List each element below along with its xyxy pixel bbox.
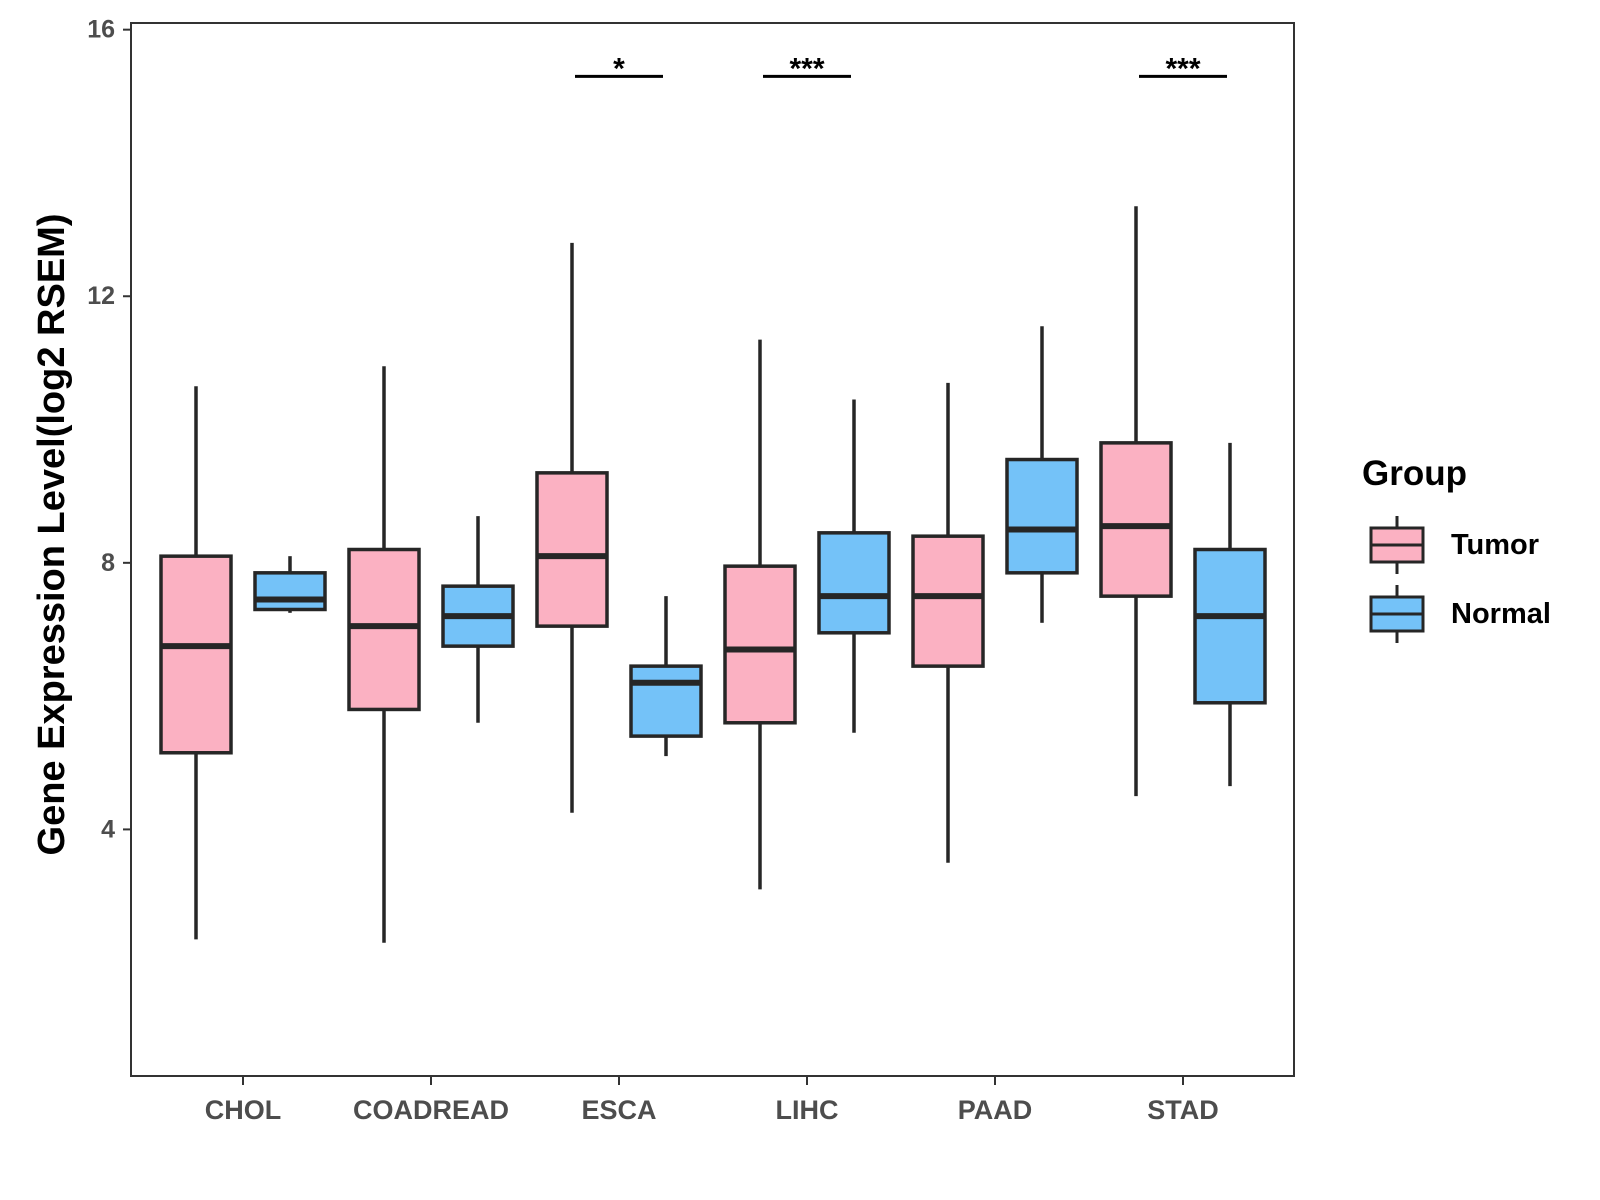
box-iqr (817, 531, 891, 635)
box-iqr (629, 664, 703, 738)
significance-lihc: *** (763, 52, 851, 85)
y-axis: 4 8 12 16 (87, 16, 131, 843)
x-tick-label: CHOL (205, 1095, 282, 1125)
legend-label: Tumor (1451, 529, 1539, 561)
box-iqr (911, 534, 985, 668)
box-iqr (159, 554, 233, 755)
box-tumor-stad (1099, 206, 1173, 797)
box-iqr (1005, 457, 1079, 575)
y-tick-label: 16 (87, 16, 115, 44)
legend-item-tumor: Tumor (1369, 516, 1539, 574)
significance-label: *** (1165, 52, 1200, 85)
y-tick-label: 8 (101, 549, 115, 577)
legend-title: Group (1362, 454, 1467, 493)
box-iqr (347, 547, 421, 712)
box-normal-stad (1193, 442, 1267, 787)
box-iqr (1193, 547, 1267, 705)
legend-label: Normal (1451, 598, 1551, 630)
x-tick-label: COADREAD (353, 1095, 509, 1125)
significance-stad: *** (1139, 52, 1227, 85)
legend: Group Tumor Normal (1362, 454, 1551, 643)
significance-label: *** (789, 52, 824, 85)
box-normal-paad (1005, 326, 1079, 623)
significance-label: * (613, 52, 625, 85)
box-tumor-paad (911, 382, 985, 863)
x-tick-label: PAAD (958, 1095, 1033, 1125)
significance-annotations: * *** *** (575, 52, 1227, 85)
box-normal-esca (629, 596, 703, 757)
box-tumor-coadread (347, 366, 421, 943)
box-tumor-esca (535, 242, 609, 813)
box-tumor-chol (159, 386, 233, 940)
x-tick-label: LIHC (776, 1095, 839, 1125)
box-normal-lihc (817, 399, 891, 733)
y-tick-label: 4 (101, 815, 115, 843)
significance-esca: * (575, 52, 663, 85)
box-normal-chol (253, 556, 327, 613)
box-iqr (535, 471, 609, 628)
x-tick-label: STAD (1147, 1095, 1219, 1125)
x-axis: CHOL COADREAD ESCA LIHC PAAD STAD (205, 1076, 1219, 1125)
y-axis-title: Gene Expression Level(log2 RSEM) (31, 214, 73, 856)
box-iqr (253, 571, 327, 612)
box-tumor-lihc (723, 339, 797, 890)
boxes-layer (159, 206, 1267, 943)
box-normal-coadread (441, 516, 515, 723)
box-iqr (723, 564, 797, 725)
y-tick-label: 12 (87, 282, 115, 310)
x-tick-label: ESCA (581, 1095, 656, 1125)
legend-item-normal: Normal (1369, 585, 1551, 643)
box-iqr (1099, 441, 1173, 598)
